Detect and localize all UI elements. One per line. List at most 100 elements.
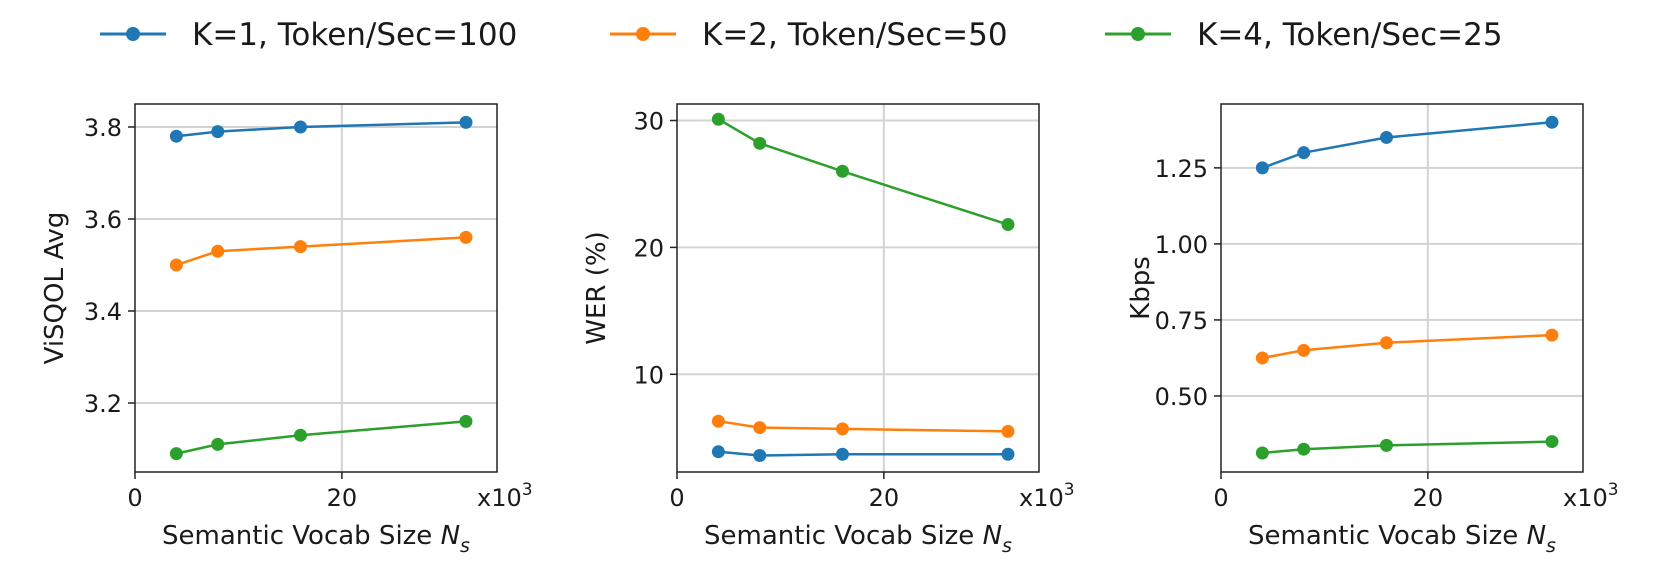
data-point bbox=[1379, 438, 1393, 452]
series-line-3 bbox=[176, 420, 467, 455]
legend-marker-3 bbox=[1131, 27, 1145, 41]
x-axis-multiplier-base: x10 bbox=[477, 484, 522, 512]
data-point bbox=[1255, 446, 1269, 460]
data-point bbox=[753, 136, 767, 150]
data-point bbox=[711, 112, 725, 126]
data-point bbox=[1297, 442, 1311, 456]
data-point bbox=[835, 447, 849, 461]
x-axis-label-variable: N bbox=[983, 521, 1002, 551]
x-axis-multiplier: x103 bbox=[1019, 480, 1075, 512]
data-point bbox=[211, 244, 225, 258]
data-point bbox=[835, 164, 849, 178]
data-point bbox=[1545, 328, 1559, 342]
data-point bbox=[211, 437, 225, 451]
data-point bbox=[459, 414, 473, 428]
x-axis-label-text: Semantic Vocab Size bbox=[1248, 521, 1527, 551]
data-point bbox=[1255, 351, 1269, 365]
data-point bbox=[1379, 130, 1393, 144]
x-axis-multiplier: x103 bbox=[1563, 480, 1619, 512]
series-line-2 bbox=[1262, 333, 1553, 360]
y-tick-label: 10 bbox=[633, 361, 664, 389]
series-line-1 bbox=[718, 450, 1008, 457]
data-point bbox=[293, 428, 307, 442]
y-axis-label: WER (%) bbox=[582, 231, 612, 344]
axes-frame bbox=[134, 103, 498, 473]
series-line-1 bbox=[176, 121, 467, 138]
y-tick-label: 30 bbox=[633, 107, 664, 135]
series-line-2 bbox=[718, 419, 1009, 433]
x-axis-label: Semantic Vocab Size Ns bbox=[162, 521, 470, 557]
data-point bbox=[169, 258, 183, 272]
legend-marker-2 bbox=[636, 27, 650, 41]
data-point bbox=[1001, 447, 1015, 461]
data-point bbox=[293, 240, 307, 254]
data-point bbox=[1255, 161, 1269, 175]
y-tick-label: 3.6 bbox=[84, 206, 122, 234]
legend-marker-1 bbox=[126, 27, 140, 41]
data-point bbox=[1297, 146, 1311, 160]
x-tick-label: 0 bbox=[669, 484, 684, 512]
data-point bbox=[169, 129, 183, 143]
legend-label-2: K=2, Token/Sec=50 bbox=[702, 17, 1008, 53]
x-axis-label: Semantic Vocab Size Ns bbox=[1248, 521, 1556, 557]
legend-label-1: K=1, Token/Sec=100 bbox=[192, 17, 517, 53]
data-point bbox=[459, 115, 473, 129]
data-point bbox=[1379, 336, 1393, 350]
data-point bbox=[169, 447, 183, 461]
data-point bbox=[211, 125, 225, 139]
y-tick-label: 3.8 bbox=[84, 114, 122, 142]
axes-frame bbox=[1220, 103, 1584, 473]
y-axis-label: ViSQOL Avg bbox=[40, 212, 70, 365]
x-tick-label: 0 bbox=[1213, 484, 1228, 512]
x-axis-multiplier: x103 bbox=[477, 480, 533, 512]
series-line-3 bbox=[717, 118, 1009, 226]
x-tick-label: 20 bbox=[1413, 484, 1444, 512]
x-axis-label-subscript: s bbox=[1546, 535, 1556, 557]
x-axis-label-subscript: s bbox=[1002, 535, 1012, 557]
x-axis-label: Semantic Vocab Size Ns bbox=[704, 521, 1012, 557]
y-tick-label: 1.00 bbox=[1155, 231, 1208, 259]
y-axis-label: Kbps bbox=[1126, 256, 1156, 320]
data-point bbox=[711, 414, 725, 428]
data-point bbox=[293, 120, 307, 134]
legend: K=1, Token/Sec=100 K=2, Token/Sec=50 K=4, … bbox=[100, 17, 1503, 53]
y-tick-label: 3.2 bbox=[84, 390, 122, 418]
data-point bbox=[835, 422, 849, 436]
x-axis-multiplier-exponent: 3 bbox=[1064, 480, 1075, 500]
y-tick-label: 20 bbox=[633, 234, 664, 262]
x-axis-label-text: Semantic Vocab Size bbox=[704, 521, 983, 551]
data-point bbox=[1545, 435, 1559, 449]
x-tick-label: 20 bbox=[869, 484, 900, 512]
y-tick-label: 1.25 bbox=[1155, 155, 1208, 183]
data-point bbox=[711, 445, 725, 459]
x-axis-multiplier-base: x10 bbox=[1563, 484, 1608, 512]
series-line-2 bbox=[176, 236, 467, 267]
data-point bbox=[1545, 115, 1559, 129]
x-axis-label-variable: N bbox=[1527, 521, 1546, 551]
x-axis-label-text: Semantic Vocab Size bbox=[162, 521, 441, 551]
series-line-1 bbox=[1261, 120, 1553, 170]
data-point bbox=[459, 230, 473, 244]
x-axis-multiplier-exponent: 3 bbox=[522, 480, 533, 500]
x-axis-multiplier-base: x10 bbox=[1019, 484, 1064, 512]
y-tick-label: 3.4 bbox=[84, 298, 122, 326]
axes-frame bbox=[676, 103, 1040, 473]
series-line-3 bbox=[1262, 440, 1553, 455]
x-tick-label: 20 bbox=[327, 484, 358, 512]
x-axis-label-subscript: s bbox=[460, 535, 470, 557]
data-point bbox=[1001, 218, 1015, 232]
x-axis-multiplier-exponent: 3 bbox=[1608, 480, 1619, 500]
data-point bbox=[1001, 424, 1015, 438]
legend-label-3: K=4, Token/Sec=25 bbox=[1197, 17, 1503, 53]
x-tick-label: 0 bbox=[127, 484, 142, 512]
data-point bbox=[1297, 343, 1311, 357]
y-tick-label: 0.50 bbox=[1155, 383, 1208, 411]
y-tick-label: 0.75 bbox=[1155, 307, 1208, 335]
data-point bbox=[753, 421, 767, 435]
x-axis-label-variable: N bbox=[441, 521, 460, 551]
